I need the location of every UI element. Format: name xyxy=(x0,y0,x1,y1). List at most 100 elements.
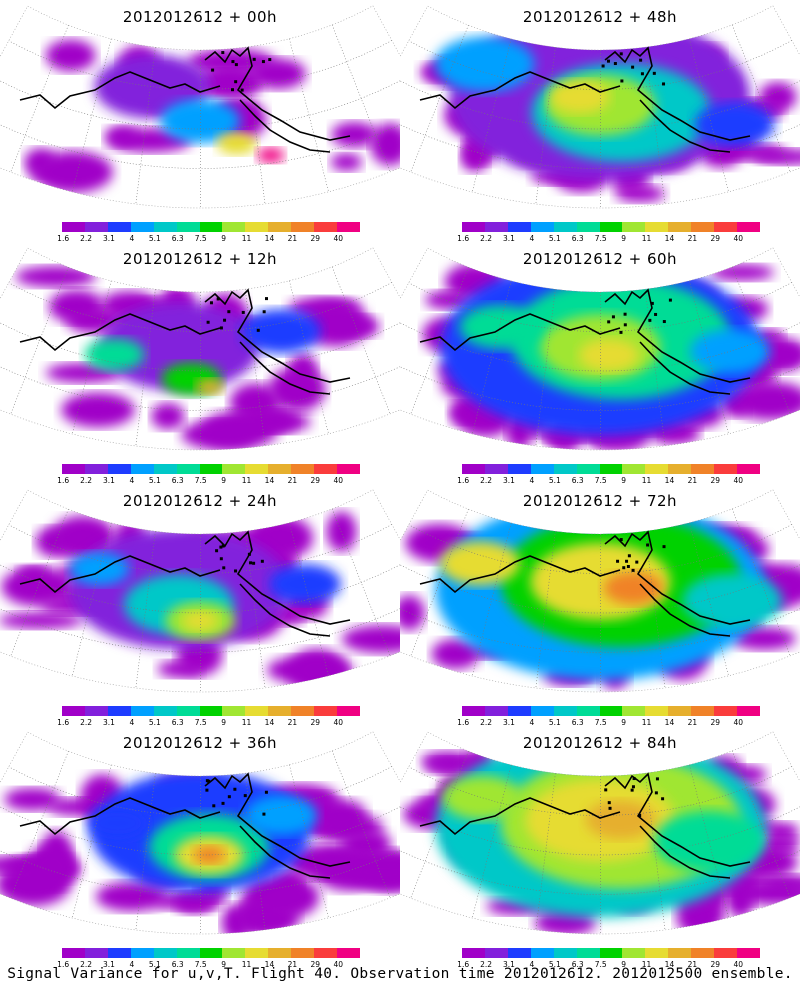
colorbar-tick-label: 11 xyxy=(241,234,252,243)
island xyxy=(206,320,210,324)
colorbar-segment xyxy=(484,706,508,716)
colorbar-segment xyxy=(462,948,485,958)
colorbar-tick-label: 5.1 xyxy=(148,960,161,969)
island xyxy=(240,88,244,92)
forecast-panel: 2012012612 + 12h 1.6 2.2 3.1 4 5.1 6.3 7.5 9 11 14… xyxy=(0,242,400,485)
island xyxy=(212,804,216,808)
colorbar-segment xyxy=(645,464,669,474)
colorbar-tick-label: 9 xyxy=(221,718,226,727)
colorbar-segment xyxy=(484,464,508,474)
variance-field xyxy=(0,770,400,935)
colorbar-tick-label: 21 xyxy=(287,234,298,243)
island xyxy=(640,72,644,76)
variance-map xyxy=(0,5,400,209)
island xyxy=(221,801,225,805)
colorbar-segment xyxy=(153,222,177,232)
island xyxy=(241,310,245,314)
island xyxy=(608,806,612,810)
colorbar-tick-label: 7.5 xyxy=(194,960,207,969)
colorbar-tick-label: 40 xyxy=(333,476,343,485)
colorbar-tick-label: 6.3 xyxy=(171,960,184,969)
colorbar-tick-label: 1.6 xyxy=(57,718,70,727)
colorbar-segment xyxy=(268,706,292,716)
colorbar-tick-label: 3.1 xyxy=(503,234,515,243)
variance-contour xyxy=(342,854,400,890)
colorbar-segment xyxy=(245,222,269,232)
colorbar-segment xyxy=(199,464,223,474)
variance-contour xyxy=(151,402,185,430)
colorbar-segment xyxy=(62,464,85,474)
colorbar-labels: 1.6 2.2 3.1 4 5.1 6.3 7.5 9 11 14 21 29 40 xyxy=(457,476,760,486)
island xyxy=(243,794,247,798)
colorbar-tick-label: 1.6 xyxy=(457,234,470,243)
island xyxy=(638,814,642,818)
island xyxy=(635,560,639,564)
variance-contour xyxy=(234,898,299,935)
island xyxy=(211,68,215,72)
colorbar-segment xyxy=(314,464,338,474)
variance-map xyxy=(0,247,400,451)
variance-contour xyxy=(216,132,257,155)
island xyxy=(247,552,251,556)
island xyxy=(627,554,631,558)
colorbar-tick-label: 29 xyxy=(710,234,721,243)
variance-contour xyxy=(195,379,224,395)
colorbar xyxy=(462,222,760,232)
colorbar-tick-label: 29 xyxy=(710,476,721,485)
colorbar-segment xyxy=(176,948,200,958)
island xyxy=(616,559,620,563)
panel-title: 2012012612 + 60h xyxy=(522,250,678,268)
colorbar-tick-label: 2.2 xyxy=(480,476,493,485)
colorbar-segment xyxy=(599,948,623,958)
colorbar-segment xyxy=(107,222,131,232)
colorbar-tick-label: 3.1 xyxy=(503,960,515,969)
colorbar-tick-label: 21 xyxy=(687,476,698,485)
colorbar-tick-label: 4 xyxy=(529,718,535,727)
panel-title: 2012012612 + 84h xyxy=(522,734,678,752)
colorbar-segment xyxy=(176,464,200,474)
figure-caption: Signal Variance for u,v,T. Flight 40. Ob… xyxy=(7,966,793,982)
colorbar-tick-label: 40 xyxy=(333,718,343,727)
colorbar-tick-label: 14 xyxy=(264,234,275,243)
island xyxy=(631,568,635,572)
colorbar-segment xyxy=(314,222,338,232)
colorbar-tick-label: 3.1 xyxy=(103,960,115,969)
colorbar-tick-label: 21 xyxy=(687,960,698,969)
panel-title: 2012012612 + 48h xyxy=(522,8,678,26)
island xyxy=(611,315,615,319)
variance-contour xyxy=(245,795,318,836)
colorbar-segment xyxy=(245,706,269,716)
island xyxy=(261,60,265,64)
island xyxy=(652,71,656,75)
colorbar-segment xyxy=(84,222,108,232)
colorbar-tick-label: 14 xyxy=(264,476,275,485)
variance-map xyxy=(400,731,800,935)
colorbar-segment xyxy=(245,464,269,474)
variance-contour xyxy=(425,757,484,775)
colorbar-segment xyxy=(622,948,646,958)
variance-field xyxy=(0,511,400,692)
island xyxy=(231,88,235,92)
colorbar-tick-label: 2.2 xyxy=(80,234,93,243)
colorbar-tick-label: 11 xyxy=(241,960,252,969)
variance-map xyxy=(400,5,800,209)
forecast-panel: 2012012612 + 60h 1.6 2.2 3.1 4 5.1 6.3 7.5 9 11 14… xyxy=(400,242,800,486)
island xyxy=(223,318,227,322)
colorbar-segment xyxy=(337,222,360,232)
colorbar-segment xyxy=(130,948,154,958)
colorbar-segment xyxy=(507,464,531,474)
island xyxy=(227,795,231,799)
variance-contour xyxy=(729,381,800,420)
variance-contour xyxy=(182,610,219,631)
colorbar-segment xyxy=(199,948,223,958)
variance-contour xyxy=(16,566,49,583)
colorbar-segment xyxy=(199,706,223,716)
colorbar-tick-label: 7.5 xyxy=(594,960,607,969)
colorbar-tick-label: 1.6 xyxy=(57,234,70,243)
colorbar-tick-label: 4 xyxy=(129,718,135,727)
colorbar-segment xyxy=(222,222,246,232)
island xyxy=(231,60,235,64)
colorbar-tick-label: 21 xyxy=(287,718,298,727)
colorbar-tick-label: 5.1 xyxy=(548,718,561,727)
variance-contour xyxy=(431,638,480,670)
